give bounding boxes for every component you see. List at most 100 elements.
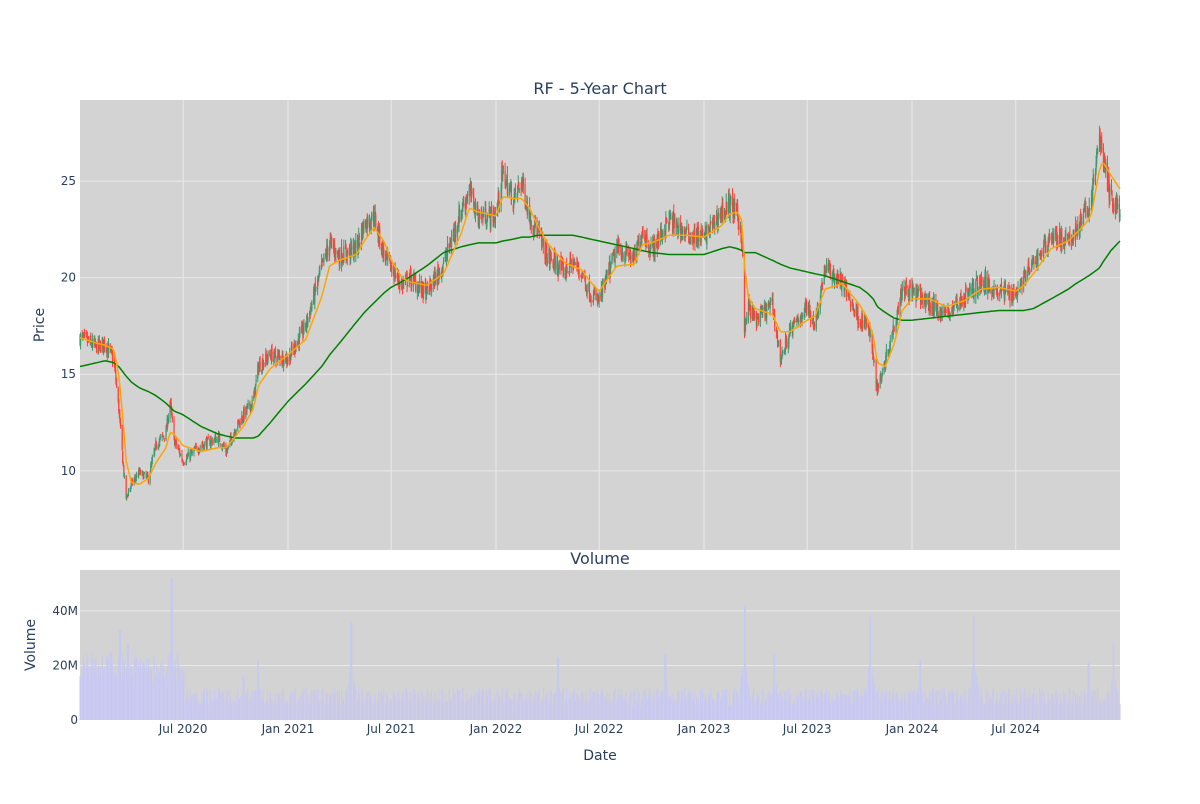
volume-bar xyxy=(226,689,228,720)
volume-bar xyxy=(584,706,586,720)
volume-bar xyxy=(376,704,378,720)
volume-bar xyxy=(796,705,798,720)
volume-bar xyxy=(1073,691,1075,720)
volume-bar xyxy=(1114,679,1116,720)
candle-down xyxy=(562,259,564,265)
volume-bar xyxy=(386,692,388,720)
volume-bar xyxy=(920,660,922,720)
candle-down xyxy=(391,265,393,271)
volume-bar xyxy=(1104,700,1106,720)
candle-down xyxy=(397,275,400,282)
volume-bar xyxy=(287,703,289,720)
candle-up xyxy=(537,227,539,236)
volume-bar xyxy=(293,689,295,720)
candle-up xyxy=(203,442,205,450)
candle-up xyxy=(311,303,313,309)
candle-up xyxy=(417,285,420,293)
candle-down xyxy=(1108,174,1110,188)
volume-bar xyxy=(692,700,694,720)
volume-bar xyxy=(525,698,527,720)
volume-bar xyxy=(1077,695,1079,720)
volume-bar xyxy=(864,695,866,720)
volume-bar xyxy=(888,691,890,720)
volume-bar xyxy=(717,690,719,720)
volume-bar xyxy=(815,694,817,720)
volume-bar xyxy=(769,692,771,720)
volume-bar xyxy=(660,692,662,720)
volume-bar xyxy=(114,676,116,720)
volume-bar xyxy=(836,697,838,720)
candle-down xyxy=(743,257,746,333)
candle-down xyxy=(269,354,271,357)
candle-up xyxy=(126,494,128,496)
volume-bar xyxy=(329,695,331,720)
volume-bar xyxy=(388,702,390,720)
candle-down xyxy=(849,297,851,301)
volume-bar xyxy=(820,691,822,720)
volume-bar xyxy=(321,700,323,720)
ma200-line xyxy=(79,234,1121,439)
candle-up xyxy=(321,260,323,269)
volume-y-axis-title: Volume xyxy=(23,619,39,671)
volume-bar xyxy=(333,693,335,720)
volume-bar xyxy=(777,694,779,720)
volume-bar xyxy=(1072,704,1074,720)
volume-bar xyxy=(391,699,393,720)
candle-up xyxy=(405,275,407,276)
volume-bar xyxy=(87,658,89,720)
volume-bar xyxy=(461,688,463,720)
volume-bar xyxy=(403,700,405,720)
candle-up xyxy=(566,271,568,273)
volume-bar xyxy=(447,702,449,720)
candle-up xyxy=(1095,161,1097,173)
candle-up xyxy=(797,321,800,323)
candle-down xyxy=(395,275,397,278)
candle-up xyxy=(933,300,935,316)
candle-up xyxy=(231,441,233,444)
volume-bar xyxy=(892,688,894,720)
candle-up xyxy=(614,252,616,263)
volume-bar xyxy=(102,671,104,720)
candle-up xyxy=(847,292,849,297)
volume-bar xyxy=(682,700,684,720)
volume-bar xyxy=(261,699,263,720)
volume-bar xyxy=(880,702,882,720)
volume-bar xyxy=(154,686,156,720)
candle-down xyxy=(178,448,180,451)
volume-bar xyxy=(928,698,930,720)
volume-bar xyxy=(173,660,175,720)
volume-bar xyxy=(586,702,588,720)
volume-bar xyxy=(1076,692,1078,720)
volume-bar xyxy=(162,670,164,720)
x-tick-label: Jul 2021 xyxy=(366,722,416,736)
volume-bar xyxy=(557,657,559,720)
volume-bar xyxy=(980,689,982,720)
volume-bar xyxy=(592,692,594,720)
volume-bar xyxy=(1063,691,1065,720)
volume-bar xyxy=(395,698,397,720)
volume-bar xyxy=(553,695,555,720)
candle-down xyxy=(305,322,307,329)
volume-bar xyxy=(983,704,985,720)
volume-bar xyxy=(275,702,277,720)
volume-bar xyxy=(913,692,915,720)
volume-bar xyxy=(514,697,516,720)
volume-bar xyxy=(601,687,603,720)
volume-bar xyxy=(143,669,145,720)
volume-bar xyxy=(604,697,606,720)
candle-down xyxy=(644,235,646,241)
volume-bar xyxy=(273,705,275,720)
candle-up xyxy=(314,284,316,303)
candle-down xyxy=(358,234,360,241)
volume-bar xyxy=(504,703,506,720)
candle-up xyxy=(153,451,155,457)
volume-bar xyxy=(1067,704,1069,720)
volume-bar xyxy=(187,700,189,720)
volume-bar xyxy=(728,706,730,720)
volume-bar xyxy=(412,689,414,720)
volume-bar xyxy=(82,668,84,720)
candle-down xyxy=(692,235,694,240)
volume-bar xyxy=(473,703,475,720)
candle-down xyxy=(688,227,690,236)
volume-bar xyxy=(725,695,727,720)
